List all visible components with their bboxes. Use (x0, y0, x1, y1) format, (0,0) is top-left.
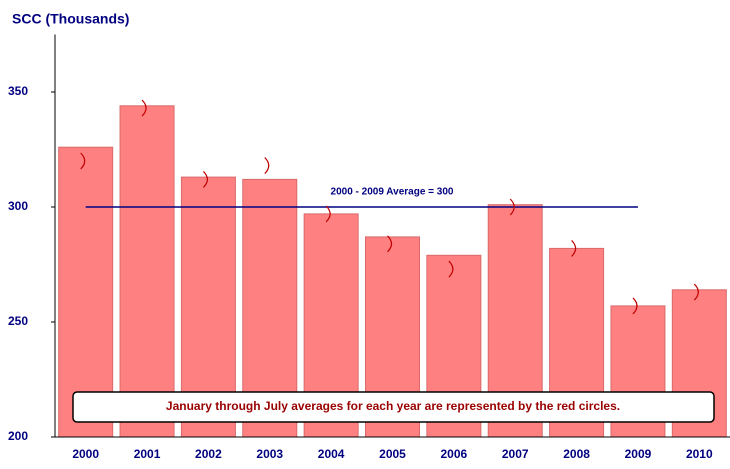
y-tick-label: 200 (8, 429, 28, 443)
marker (632, 297, 638, 315)
marker (387, 235, 393, 253)
x-tick-label: 2000 (72, 447, 99, 461)
x-tick-label: 2006 (441, 447, 468, 461)
marker (571, 239, 577, 257)
marker (509, 198, 515, 216)
x-tick-label: 2010 (686, 447, 713, 461)
x-tick-label: 2005 (379, 447, 406, 461)
marker (264, 157, 270, 175)
x-tick-label: 2007 (502, 447, 529, 461)
x-tick-label: 2002 (195, 447, 222, 461)
marker (80, 152, 86, 170)
annotation-box (72, 391, 715, 423)
y-tick-label: 350 (8, 84, 28, 98)
x-tick-label: 2001 (134, 447, 161, 461)
y-tick-label: 250 (8, 314, 28, 328)
marker (448, 260, 454, 278)
marker (202, 170, 209, 188)
bar (119, 105, 175, 438)
marker (325, 205, 331, 223)
y-tick-label: 300 (8, 199, 28, 213)
x-tick-label: 2009 (625, 447, 652, 461)
x-tick-label: 2008 (563, 447, 590, 461)
x-tick-label: 2003 (256, 447, 283, 461)
average-label: 2000 - 2009 Average = 300 (331, 187, 454, 198)
x-tick-label: 2004 (318, 447, 345, 461)
marker (693, 283, 699, 301)
chart-title: SCC (Thousands) (12, 11, 129, 27)
marker (141, 99, 147, 117)
annotation: January through July averages for each y… (166, 399, 620, 413)
bar (58, 146, 114, 438)
